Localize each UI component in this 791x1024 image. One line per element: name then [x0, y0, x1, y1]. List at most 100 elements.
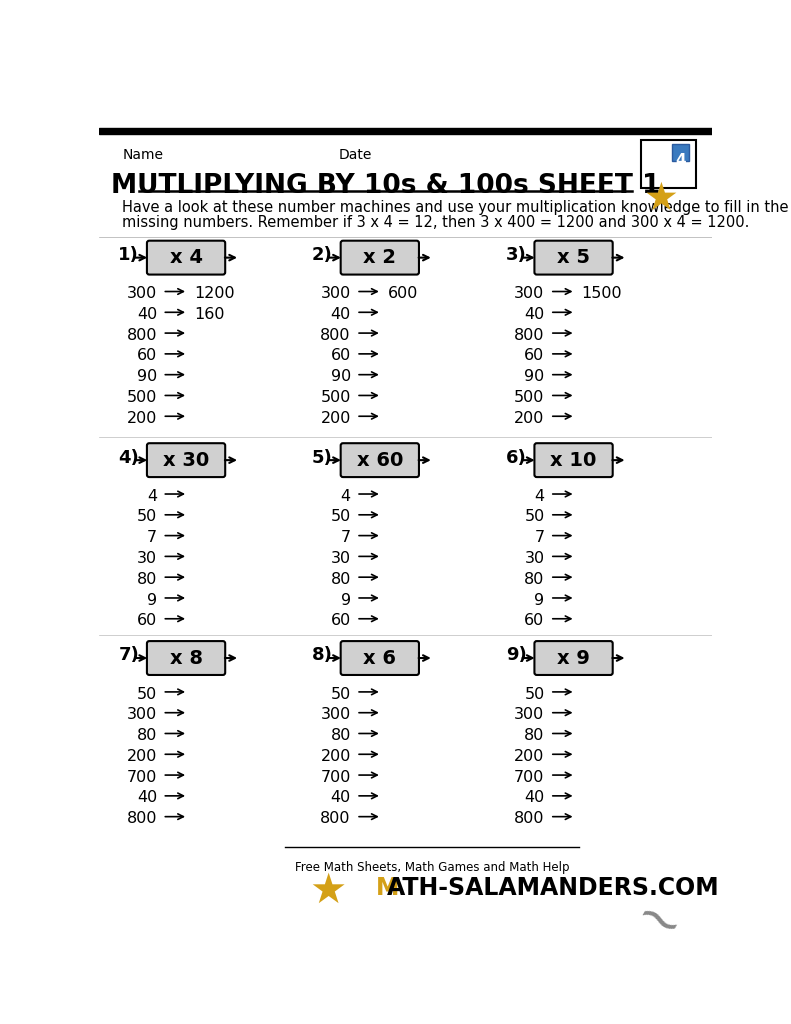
Text: 80: 80 [331, 571, 350, 587]
Text: 300: 300 [127, 708, 157, 722]
Text: x 60: x 60 [357, 451, 403, 470]
Text: 800: 800 [320, 328, 350, 343]
Text: 600: 600 [388, 286, 418, 301]
Text: 40: 40 [137, 307, 157, 322]
Text: 90: 90 [137, 370, 157, 384]
Text: ATH-SALAMANDERS.COM: ATH-SALAMANDERS.COM [386, 876, 719, 900]
Text: Date: Date [339, 147, 373, 162]
Text: 200: 200 [127, 749, 157, 764]
Text: 40: 40 [137, 791, 157, 806]
FancyBboxPatch shape [147, 443, 225, 477]
Text: 500: 500 [320, 390, 350, 406]
Bar [99, 128, 712, 134]
Text: 60: 60 [524, 348, 544, 364]
Text: 700: 700 [320, 770, 350, 784]
Text: 50: 50 [331, 686, 350, 701]
Text: 80: 80 [137, 571, 157, 587]
FancyBboxPatch shape [535, 241, 613, 274]
Text: 30: 30 [331, 551, 350, 566]
FancyBboxPatch shape [341, 641, 419, 675]
Text: 60: 60 [137, 348, 157, 364]
Text: 200: 200 [320, 749, 350, 764]
Text: x 4: x 4 [169, 248, 202, 267]
Text: 500: 500 [127, 390, 157, 406]
Text: x 2: x 2 [363, 248, 396, 267]
Text: 300: 300 [514, 708, 544, 722]
Text: 30: 30 [137, 551, 157, 566]
Text: 3): 3) [505, 246, 527, 264]
Text: 7: 7 [341, 530, 350, 545]
Text: 40: 40 [524, 791, 544, 806]
Text: x 8: x 8 [169, 648, 202, 668]
Text: 60: 60 [331, 348, 350, 364]
Text: 80: 80 [524, 571, 544, 587]
Text: ★: ★ [643, 180, 678, 218]
Text: 5): 5) [312, 449, 333, 467]
Text: ~: ~ [623, 889, 691, 959]
Text: 800: 800 [127, 811, 157, 826]
Bar [672, 144, 690, 162]
Text: 7: 7 [147, 530, 157, 545]
Text: 700: 700 [514, 770, 544, 784]
Text: 200: 200 [320, 411, 350, 426]
Text: 300: 300 [320, 286, 350, 301]
Text: 90: 90 [331, 370, 350, 384]
Text: ★: ★ [308, 869, 346, 911]
Text: 40: 40 [331, 791, 350, 806]
FancyBboxPatch shape [147, 641, 225, 675]
Text: 8): 8) [312, 646, 333, 665]
Bar [642, 140, 695, 187]
Text: 9: 9 [147, 593, 157, 607]
Text: M: M [377, 876, 399, 900]
Text: 80: 80 [137, 728, 157, 743]
Text: missing numbers. Remember if 3 x 4 = 12, then 3 x 400 = 1200 and 300 x 4 = 1200.: missing numbers. Remember if 3 x 4 = 12,… [122, 215, 750, 230]
Text: x 10: x 10 [551, 451, 596, 470]
Text: 1200: 1200 [195, 286, 235, 301]
Text: 200: 200 [127, 411, 157, 426]
Text: 40: 40 [331, 307, 350, 322]
Text: 500: 500 [514, 390, 544, 406]
Text: Name: Name [122, 147, 163, 162]
Text: 1500: 1500 [581, 286, 623, 301]
Text: 4): 4) [118, 449, 139, 467]
FancyBboxPatch shape [535, 641, 613, 675]
Text: 4: 4 [147, 488, 157, 504]
Text: 300: 300 [514, 286, 544, 301]
Text: 800: 800 [514, 811, 544, 826]
FancyBboxPatch shape [341, 241, 419, 274]
Text: x 6: x 6 [363, 648, 396, 668]
Text: 9: 9 [341, 593, 350, 607]
Text: x 30: x 30 [163, 451, 209, 470]
Text: 30: 30 [524, 551, 544, 566]
Text: 50: 50 [524, 509, 544, 524]
Text: Have a look at these number machines and use your multiplication knowledge to fi: Have a look at these number machines and… [122, 200, 789, 215]
Text: Free Math Sheets, Math Games and Math Help: Free Math Sheets, Math Games and Math He… [295, 860, 570, 873]
Text: 2): 2) [312, 246, 333, 264]
Text: 80: 80 [524, 728, 544, 743]
Text: x 5: x 5 [557, 248, 590, 267]
FancyBboxPatch shape [147, 241, 225, 274]
Text: 800: 800 [320, 811, 350, 826]
Text: 4: 4 [535, 488, 544, 504]
Text: 50: 50 [331, 509, 350, 524]
Text: 9: 9 [535, 593, 544, 607]
Text: 50: 50 [524, 686, 544, 701]
Text: 40: 40 [524, 307, 544, 322]
Text: 7): 7) [118, 646, 139, 665]
Text: 50: 50 [137, 509, 157, 524]
Text: 6): 6) [505, 449, 527, 467]
Text: MUTLIPLYING BY 10s & 100s SHEET 1: MUTLIPLYING BY 10s & 100s SHEET 1 [111, 173, 660, 199]
Text: 60: 60 [331, 613, 350, 629]
Text: 60: 60 [137, 613, 157, 629]
Text: 700: 700 [127, 770, 157, 784]
Text: 4: 4 [676, 153, 687, 168]
Text: 160: 160 [195, 307, 225, 322]
Text: 200: 200 [514, 411, 544, 426]
Text: 60: 60 [524, 613, 544, 629]
FancyBboxPatch shape [535, 443, 613, 477]
Text: 4: 4 [341, 488, 350, 504]
Text: 1): 1) [118, 246, 139, 264]
FancyBboxPatch shape [341, 443, 419, 477]
Text: 800: 800 [514, 328, 544, 343]
Text: x 9: x 9 [557, 648, 590, 668]
